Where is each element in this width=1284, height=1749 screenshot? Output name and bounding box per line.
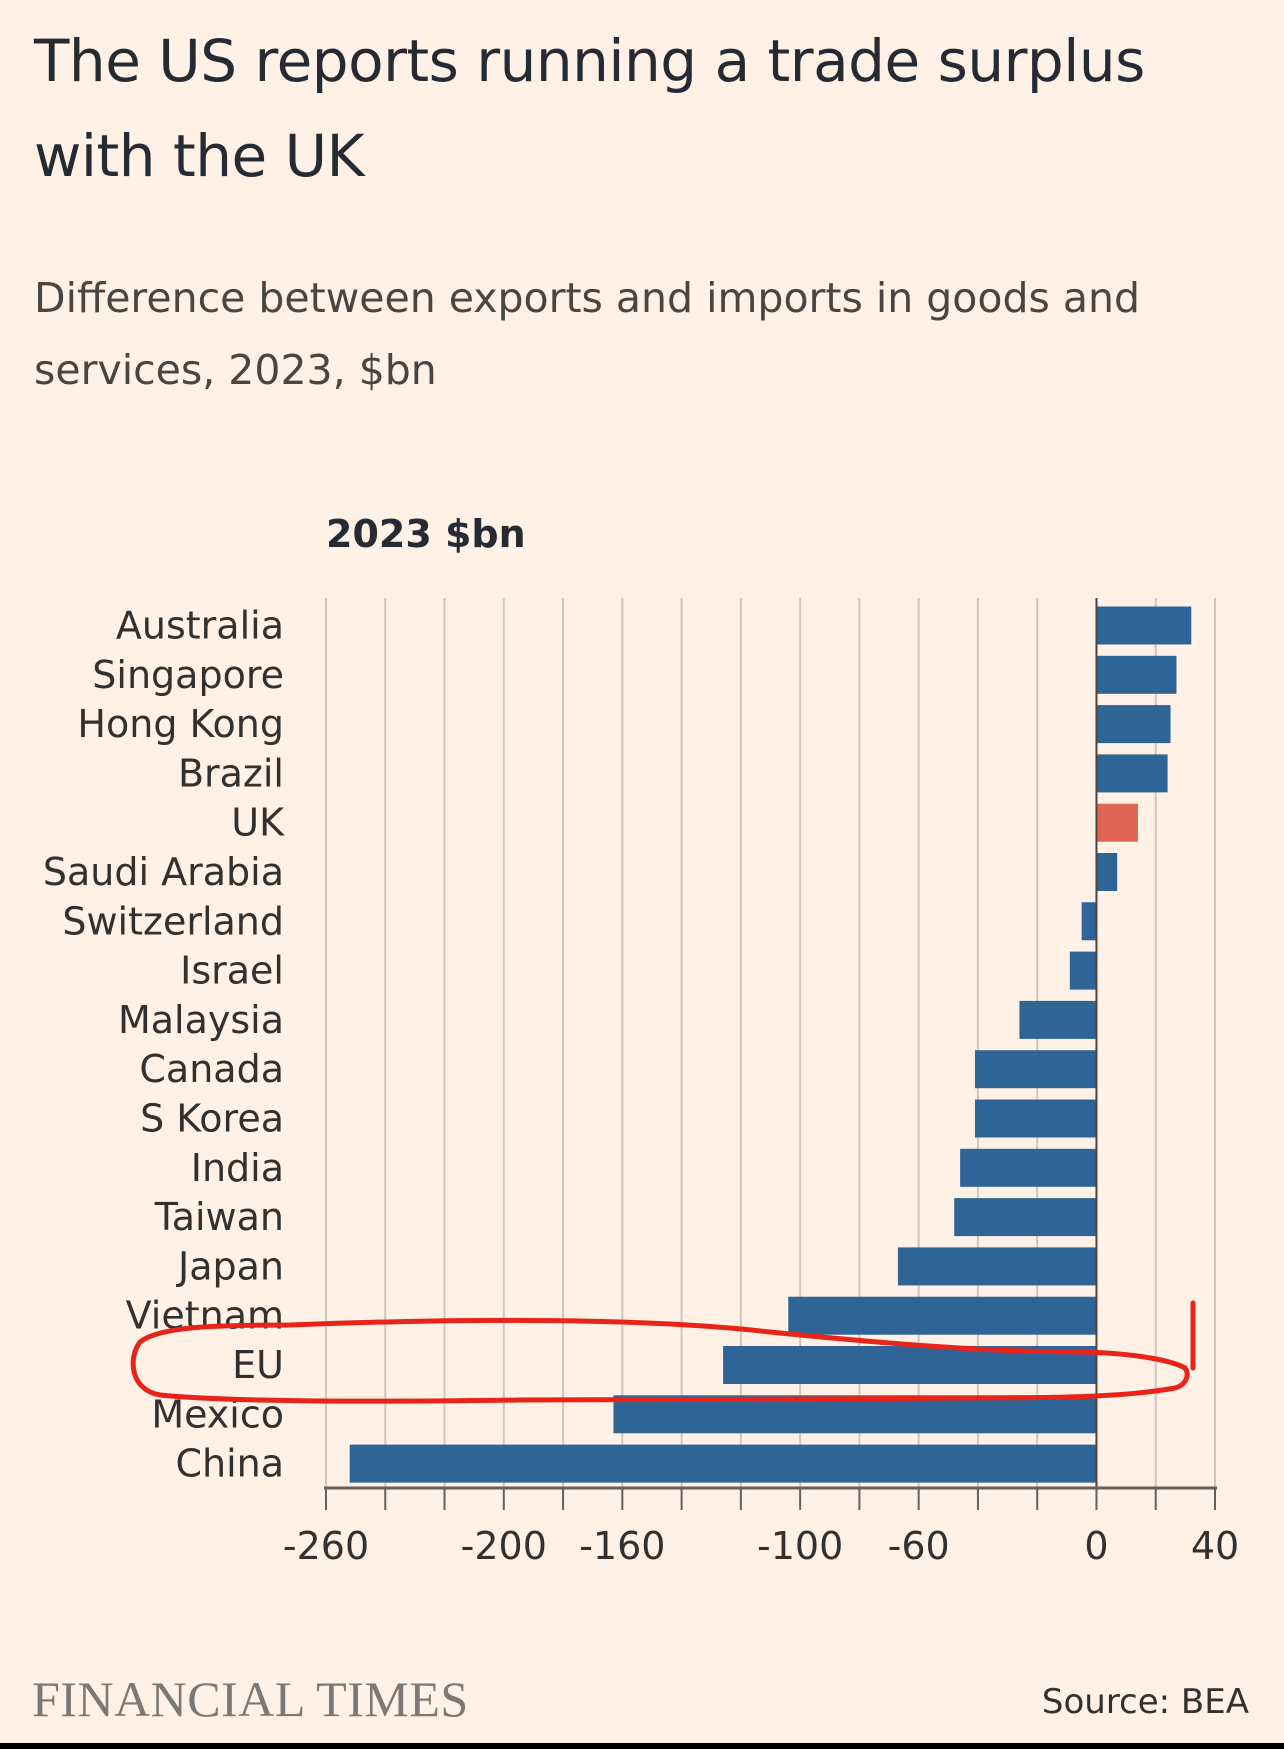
category-label: Hong Kong bbox=[77, 702, 284, 746]
bars bbox=[349, 606, 1192, 1483]
category-label: Israel bbox=[180, 949, 284, 993]
category-label: China bbox=[175, 1442, 284, 1486]
category-label: EU bbox=[232, 1343, 284, 1387]
category-label: UK bbox=[231, 801, 285, 845]
x-tick-label: -160 bbox=[579, 1524, 665, 1568]
x-tick-label: 40 bbox=[1191, 1524, 1239, 1568]
category-label: Saudi Arabia bbox=[43, 850, 284, 894]
bar-japan bbox=[897, 1247, 1097, 1286]
bar-india bbox=[960, 1148, 1097, 1187]
bar-switzerland bbox=[1081, 902, 1097, 941]
bar-israel bbox=[1069, 951, 1097, 990]
bar-china bbox=[349, 1444, 1097, 1483]
bar-hong-kong bbox=[1096, 705, 1171, 744]
axis-unit-label: 2023 $bn bbox=[326, 512, 526, 556]
x-tick-label: -200 bbox=[461, 1524, 547, 1568]
x-axis: -260 -200 -160 -100 -60 0 40 bbox=[283, 598, 1239, 1568]
chart-title: The US reports running a trade surplus w… bbox=[34, 27, 1145, 190]
bar-australia bbox=[1096, 606, 1192, 645]
category-label: Malaysia bbox=[118, 998, 284, 1042]
bar-canada bbox=[974, 1050, 1097, 1089]
brand-logo: FINANCIAL TIMES bbox=[32, 1671, 469, 1727]
category-label: India bbox=[191, 1146, 284, 1190]
bar-singapore bbox=[1096, 655, 1177, 694]
category-label: Japan bbox=[176, 1244, 284, 1288]
category-label: Vietnam bbox=[126, 1294, 284, 1338]
bar-brazil bbox=[1096, 754, 1168, 793]
chart-subtitle: Difference between exports and imports i… bbox=[34, 274, 1141, 394]
x-tick-label: -260 bbox=[283, 1524, 369, 1568]
bar-chart: Australia Singapore Hong Kong Brazil UK Saudi… bbox=[43, 598, 1239, 1568]
category-labels: Australia Singapore Hong Kong Brazil UK Saudi… bbox=[43, 604, 285, 1486]
bottom-border bbox=[0, 1743, 1284, 1749]
category-label: Brazil bbox=[178, 751, 284, 795]
x-tick-label: -60 bbox=[888, 1524, 950, 1568]
bar-saudi-arabia bbox=[1096, 853, 1118, 891]
category-label: S Korea bbox=[140, 1097, 284, 1141]
category-label: Australia bbox=[116, 604, 284, 648]
x-tick-label: -100 bbox=[757, 1524, 843, 1568]
source-note: Source: BEA bbox=[1041, 1682, 1249, 1722]
category-label: Switzerland bbox=[62, 899, 284, 943]
bar-malaysia bbox=[1019, 1000, 1097, 1039]
x-tick-label: 0 bbox=[1084, 1524, 1108, 1568]
category-label: Taiwan bbox=[154, 1195, 284, 1239]
bar-taiwan bbox=[954, 1198, 1097, 1237]
bar-s-korea bbox=[974, 1099, 1097, 1138]
annotation-loop bbox=[130, 1317, 1190, 1404]
bar-vietnam bbox=[788, 1296, 1097, 1335]
annotation bbox=[130, 1300, 1196, 1404]
bar-uk bbox=[1096, 803, 1138, 842]
category-label: Singapore bbox=[92, 653, 284, 697]
category-label: Canada bbox=[139, 1047, 284, 1091]
